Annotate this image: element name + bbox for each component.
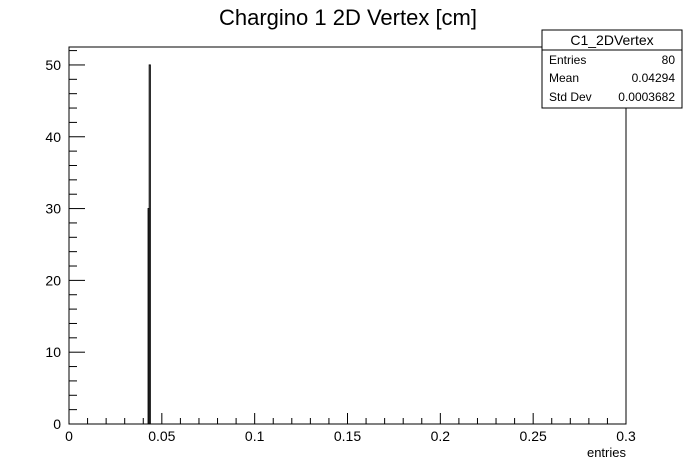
x-tick-label: 0.25 bbox=[520, 428, 547, 444]
x-tick-label: 0.2 bbox=[431, 428, 451, 444]
y-tick-label: 10 bbox=[45, 344, 61, 360]
x-tick-label: 0.3 bbox=[616, 428, 636, 444]
y-tick-label: 30 bbox=[45, 201, 61, 217]
stats-stddev-value: 0.0003682 bbox=[618, 90, 675, 104]
x-tick-label: 0 bbox=[65, 428, 73, 444]
stats-mean-value: 0.04294 bbox=[632, 71, 676, 85]
histogram-bars bbox=[147, 64, 151, 425]
stats-entries-value: 80 bbox=[662, 53, 676, 67]
y-tick-label: 0 bbox=[53, 416, 61, 432]
histogram-bin bbox=[148, 64, 151, 425]
x-axis: 0 0.05 0.1 0.15 0.2 0.25 0.3 bbox=[65, 413, 636, 444]
y-axis: 0 10 20 30 40 50 bbox=[45, 50, 85, 432]
y-tick-label: 40 bbox=[45, 129, 61, 145]
stats-entries-label: Entries bbox=[549, 53, 586, 67]
y-tick-label: 50 bbox=[45, 57, 61, 73]
chart-title: Chargino 1 2D Vertex [cm] bbox=[219, 5, 477, 30]
y-tick-label: 20 bbox=[45, 272, 61, 288]
stats-box-frame bbox=[541, 29, 683, 109]
stats-mean-label: Mean bbox=[549, 71, 579, 85]
x-axis-title: entries bbox=[587, 445, 627, 460]
stats-stddev-label: Std Dev bbox=[549, 90, 592, 104]
x-tick-label: 0.1 bbox=[245, 428, 265, 444]
stats-box-name: C1_2DVertex bbox=[570, 32, 653, 48]
stats-box: C1_2DVertex Entries 80 Mean 0.04294 Std … bbox=[541, 29, 683, 109]
x-tick-label: 0.15 bbox=[334, 428, 361, 444]
x-tick-label: 0.05 bbox=[148, 428, 175, 444]
